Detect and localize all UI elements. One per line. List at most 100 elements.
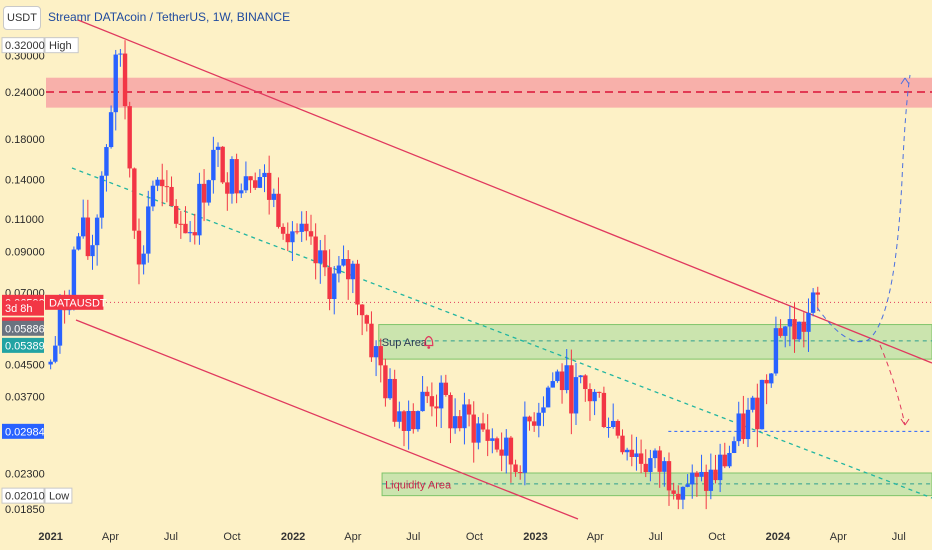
price-tag-badge-box: [44, 487, 73, 504]
candle: [53, 336, 58, 364]
candle: [122, 40, 128, 120]
candle: [239, 183, 244, 198]
candle: [648, 449, 653, 482]
candle: [745, 397, 751, 448]
candle: [783, 325, 788, 348]
candle: [671, 482, 676, 500]
candle-body: [745, 409, 751, 440]
candle: [164, 170, 170, 203]
candle: [48, 359, 53, 370]
candle: [796, 321, 802, 342]
candle: [690, 464, 695, 499]
candle: [466, 399, 472, 427]
price-tag: 0.02984: [2, 423, 45, 439]
candle: [336, 256, 342, 283]
price-tag: 3d 8h: [2, 300, 44, 316]
candle-body: [531, 421, 537, 426]
price-tick-label: 0.14000: [5, 175, 45, 187]
candle: [113, 49, 118, 131]
projection-layer: [811, 74, 911, 426]
time-tick-label: 2021: [38, 531, 62, 543]
price-tag-box: [2, 337, 44, 353]
candle: [308, 214, 314, 245]
candle: [118, 49, 123, 67]
candle-body: [815, 292, 820, 295]
candle-body: [638, 453, 644, 464]
candle-body: [118, 53, 123, 55]
candle-body: [253, 180, 258, 188]
projection-up-path: [811, 74, 911, 342]
candle: [262, 164, 267, 193]
candle: [583, 374, 588, 402]
channel-upper-line: [77, 19, 932, 364]
candle-body: [810, 292, 816, 313]
candle-body: [769, 373, 774, 384]
candle: [197, 172, 202, 245]
candle: [327, 249, 332, 311]
price-tag-value: 0.05389: [5, 340, 45, 352]
candle-body: [741, 413, 746, 440]
candle-body: [787, 319, 793, 327]
candle-body: [476, 423, 481, 443]
candle-body: [266, 172, 272, 200]
candle: [657, 446, 662, 488]
candle-body: [178, 223, 184, 225]
candle: [90, 234, 95, 270]
chart-title: Streamr DATAcoin / TetherUS, 1W, BINANCE: [48, 10, 291, 24]
arrow-down-icon: [900, 418, 910, 426]
candle-body: [57, 305, 63, 346]
candle: [755, 383, 760, 448]
candle: [290, 221, 295, 261]
candle-body: [141, 253, 146, 265]
candle-body: [155, 179, 160, 186]
candle: [397, 401, 402, 429]
price-axis-bg: [0, 30, 46, 550]
candle: [132, 167, 137, 239]
candle: [550, 372, 555, 388]
price-tag-badge-box: [45, 294, 104, 310]
candle-body: [545, 387, 551, 408]
candle-body: [169, 186, 174, 206]
candle: [276, 177, 281, 229]
price-tag-badge: Low: [49, 491, 69, 503]
candle-body: [615, 420, 621, 436]
time-tick-label: Oct: [223, 531, 240, 543]
candle: [411, 403, 416, 434]
price-axis[interactable]: 0.320000.30000 0.24000 0.18000 0.14000 0.110…: [0, 30, 46, 550]
candle-body: [234, 159, 239, 194]
candle-body: [373, 346, 379, 358]
candle: [322, 234, 328, 277]
price-tag-value: 0.02010: [5, 491, 45, 503]
candle-body: [438, 382, 444, 409]
candle-body: [713, 469, 718, 481]
candle: [792, 302, 797, 353]
candle: [666, 452, 672, 506]
time-axis[interactable]: 2021 Apr Jul Oct 2022 Apr Jul Oct 2023 Apr Jul Oct 2…: [38, 531, 905, 543]
candle: [271, 188, 277, 208]
currency-selector[interactable]: USDT: [3, 6, 41, 30]
candle: [99, 171, 104, 229]
price-tag-badge: DATAUSDT: [49, 297, 107, 309]
candle: [80, 199, 86, 239]
candles-layer: [48, 40, 820, 510]
candle-body: [53, 345, 58, 362]
zone-rect: [378, 324, 932, 360]
candle: [634, 436, 639, 471]
candle: [564, 349, 569, 394]
candle-body: [606, 426, 611, 428]
candle-body: [703, 471, 709, 491]
candle-body: [90, 245, 95, 257]
candle-body: [215, 146, 221, 150]
candle-body: [536, 412, 542, 426]
candle-body: [783, 326, 788, 336]
projection-down-path: [879, 344, 906, 426]
candle: [406, 400, 411, 450]
candle-body: [94, 217, 100, 246]
candle: [425, 386, 430, 404]
candle: [541, 396, 546, 427]
candle: [183, 206, 188, 234]
candle: [341, 245, 346, 267]
candle-body: [652, 450, 658, 459]
candle-body: [610, 420, 616, 427]
